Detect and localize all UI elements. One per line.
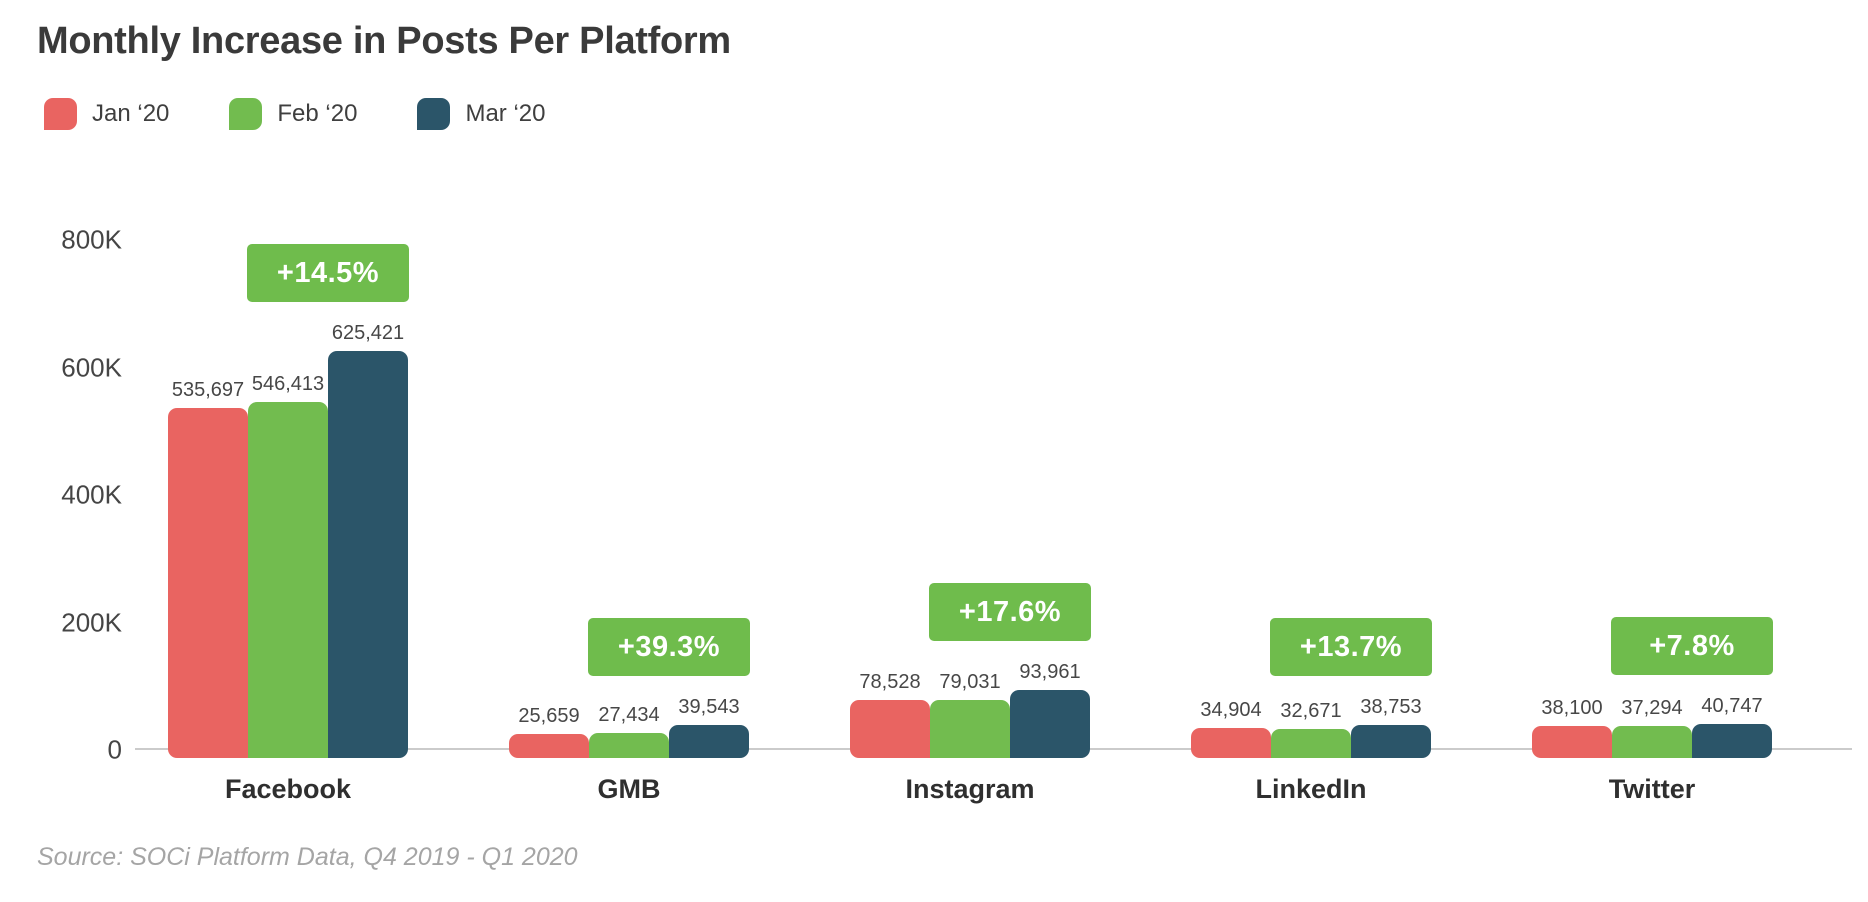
y-axis-tick-label: 200K: [61, 607, 122, 637]
bars-row: 34,904 32,671 38,753: [1191, 696, 1431, 758]
y-axis-tick-label: 0: [107, 734, 122, 765]
bar-value-label: 25,659: [518, 705, 580, 727]
category-label-facebook: Facebook: [224, 774, 352, 804]
category-label-linkedin: LinkedIn: [1255, 774, 1367, 804]
bar-group-instagram: 78,528 79,031 93,961 +17.6% Instagram: [850, 0, 1091, 804]
bar-group-linkedin: 34,904 32,671 38,753 +13.7% LinkedIn: [1191, 0, 1432, 804]
category-label-instagram: Instagram: [905, 774, 1035, 804]
bar-value-label: 39,543: [678, 696, 740, 718]
category-label-gmb: GMB: [597, 774, 661, 804]
bar-mar-20: 625,421: [328, 322, 408, 758]
legend-item-jan-20: Jan ‘20: [44, 98, 169, 130]
callout-percent: +7.8%: [1611, 617, 1773, 675]
callout-badge: +17.6%: [929, 583, 1091, 641]
legend-label: Mar ‘20: [465, 100, 546, 127]
callout-percent: +13.7%: [1270, 618, 1432, 676]
chart-title: Monthly Increase in Posts Per Platform: [37, 20, 731, 62]
bar-groups: 535,697 546,413 625,421 +14.5% Facebook 25,65…: [168, 0, 1773, 804]
bar-value-label: 78,528: [859, 671, 921, 693]
bar-feb-20: 79,031: [930, 671, 1010, 758]
callout-percent: +39.3%: [588, 618, 750, 676]
bar-feb-20: 37,294: [1612, 697, 1692, 758]
bar-jan-20: 34,904: [1191, 699, 1271, 758]
bar-mar-20: 93,961: [1010, 661, 1090, 758]
bar-value-label: 93,961: [1019, 661, 1081, 683]
bar-value-label: 546,413: [251, 373, 325, 395]
bar-value-label: 34,904: [1200, 699, 1262, 721]
callout-badge: +13.7%: [1270, 618, 1432, 676]
callout-percent: +17.6%: [929, 583, 1091, 641]
bar-feb-20: 32,671: [1271, 700, 1351, 758]
bar-value-label: 38,100: [1541, 697, 1603, 719]
legend-label: Feb ‘20: [277, 100, 358, 127]
bar-value-label: 37,294: [1621, 697, 1683, 719]
callout-percent: +14.5%: [247, 244, 409, 302]
bar-value-label: 32,671: [1280, 700, 1342, 722]
bar-jan-20: 78,528: [850, 671, 930, 758]
bar-group-facebook: 535,697 546,413 625,421 +14.5% Facebook: [168, 0, 409, 804]
legend: Jan ‘20 Feb ‘20 Mar ‘20: [44, 98, 545, 130]
bar-value-label: 27,434: [598, 704, 660, 726]
bar-feb-20: 546,413: [248, 373, 328, 758]
bar-group-gmb: 25,659 27,434 39,543 +39.3% GMB: [509, 0, 750, 804]
callout-badge: +14.5%: [247, 244, 409, 302]
y-axis-tick-label: 400K: [61, 479, 122, 510]
legend-swatch-icon: [44, 98, 77, 130]
bar-feb-20: 27,434: [589, 704, 669, 758]
bar-mar-20: 39,543: [669, 696, 749, 758]
bar-jan-20: 25,659: [509, 705, 589, 758]
bar-value-label: 38,753: [1360, 696, 1422, 718]
bar-jan-20: 535,697: [168, 379, 248, 758]
bars-row: 535,697 546,413 625,421: [168, 322, 408, 758]
y-axis-tick-label: 600K: [61, 352, 122, 382]
legend-swatch-icon: [229, 98, 263, 130]
bars-row: 78,528 79,031 93,961: [850, 661, 1090, 758]
bars-row: 38,100 37,294 40,747: [1532, 695, 1772, 758]
legend-item-mar-20: Mar ‘20: [417, 98, 545, 130]
bar-mar-20: 40,747: [1692, 695, 1772, 758]
legend-label: Jan ‘20: [92, 100, 170, 127]
callout-badge: +7.8%: [1611, 617, 1773, 675]
callout-badge: +39.3%: [588, 618, 750, 676]
bars-row: 25,659 27,434 39,543: [509, 696, 749, 758]
legend-swatch-icon: [417, 98, 451, 130]
bar-jan-20: 38,100: [1532, 697, 1612, 758]
bar-group-twitter: 38,100 37,294 40,747 +7.8% Twitter: [1532, 0, 1773, 804]
legend-item-feb-20: Feb ‘20: [229, 98, 357, 130]
bar-mar-20: 38,753: [1351, 696, 1431, 758]
bar-value-label: 625,421: [331, 322, 405, 344]
bar-value-label: 40,747: [1701, 695, 1763, 717]
y-axis-tick-label: 800K: [61, 224, 122, 255]
bar-value-label: 79,031: [939, 671, 1001, 693]
source-note: Source: SOCi Platform Data, Q4 2019 - Q1…: [37, 843, 578, 871]
bar-value-label: 535,697: [171, 379, 245, 401]
category-label-twitter: Twitter: [1608, 774, 1696, 804]
